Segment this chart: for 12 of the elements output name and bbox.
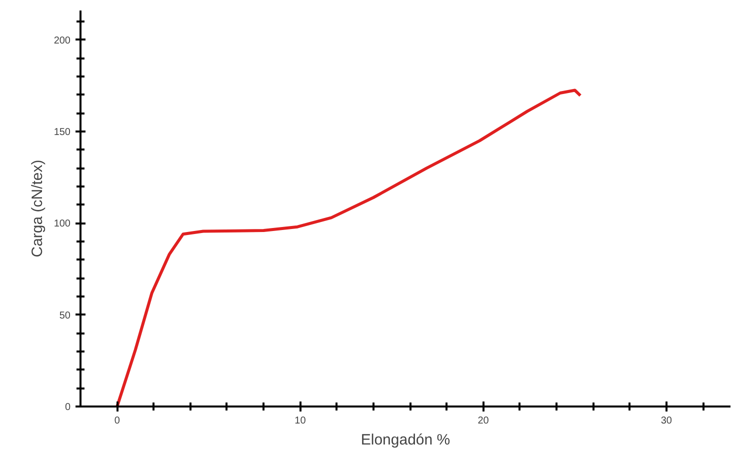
x-tick-label: 30	[660, 416, 672, 426]
x-axis-title: Elongadón %	[360, 432, 450, 448]
x-tick-label: 20	[478, 416, 490, 426]
y-tick-label: 0	[64, 402, 71, 413]
line-series	[116, 88, 582, 406]
x-tick-label: 10	[294, 416, 306, 426]
x-tick-label: 0	[114, 416, 120, 426]
y-tick-label: 100	[54, 218, 71, 230]
y-axis-title: Carga (cN/tex)	[28, 160, 46, 258]
y-tick-label: 150	[54, 127, 71, 138]
y-tick-label: 50	[59, 310, 71, 322]
y-tick-label: 200	[54, 35, 71, 46]
